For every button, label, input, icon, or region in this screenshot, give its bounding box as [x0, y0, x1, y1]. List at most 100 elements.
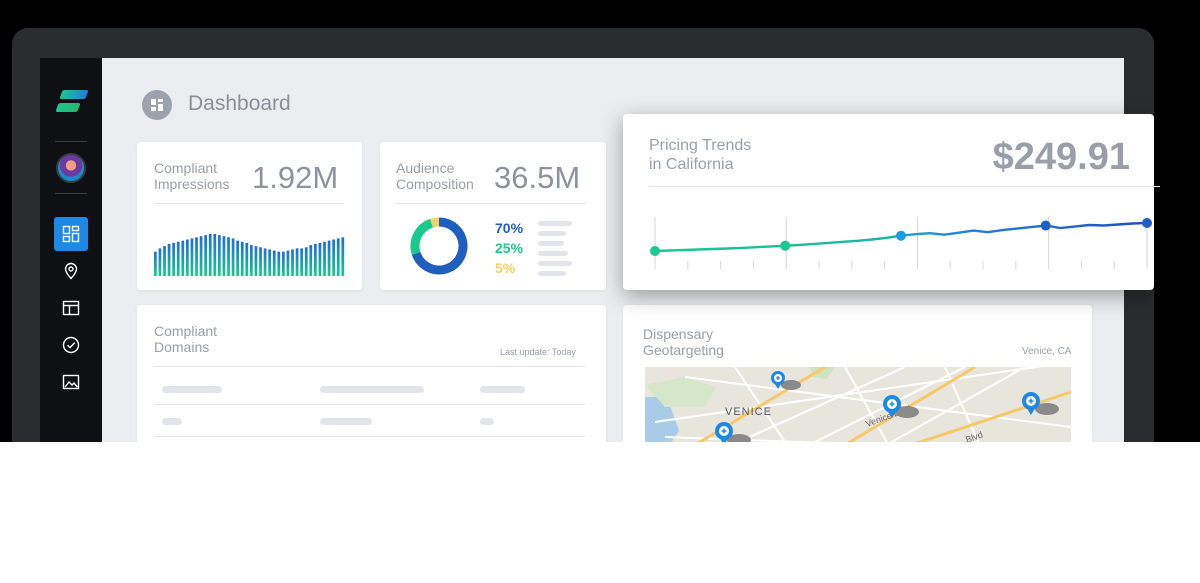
skeleton-cell	[480, 386, 525, 393]
sidebar-item-location[interactable]	[54, 254, 88, 288]
dashboard-icon	[62, 225, 80, 243]
skeleton-cell	[480, 418, 494, 425]
card-divider	[154, 203, 344, 204]
card-label: Audience Composition	[396, 160, 474, 192]
impression-bar	[154, 251, 157, 276]
card-divider	[154, 436, 585, 437]
card-label: Pricing Trends in California	[649, 137, 752, 173]
card-label: Compliant Domains	[154, 323, 218, 355]
legend-placeholder	[538, 241, 564, 246]
impressions-value: 1.92M	[252, 160, 339, 195]
map-pin-icon	[883, 395, 919, 418]
sidebar-item-gallery[interactable]	[54, 365, 88, 399]
card-divider	[154, 366, 585, 367]
impression-bar	[199, 236, 203, 276]
app-logo[interactable]	[55, 88, 89, 116]
impression-bar	[163, 246, 166, 276]
impression-bar	[250, 245, 253, 276]
legend-pct-25: 25%	[495, 240, 524, 256]
impression-bar	[245, 242, 249, 276]
impression-bar	[158, 248, 162, 276]
legend-pct-5: 5%	[495, 260, 516, 276]
impression-bar	[218, 235, 221, 276]
legend-placeholder	[538, 261, 572, 266]
avatar[interactable]	[56, 153, 86, 183]
impressions-card[interactable]: Compliant Impressions 1.92M	[137, 142, 362, 290]
impression-bar	[268, 249, 272, 276]
impression-bar	[222, 236, 226, 276]
impression-bar	[172, 242, 176, 276]
pricing-marker	[1142, 218, 1152, 228]
impression-bar	[186, 239, 189, 276]
impression-bar	[341, 237, 345, 276]
audience-donut-chart	[410, 217, 468, 275]
impression-bar	[295, 248, 299, 276]
legend-placeholder	[538, 231, 566, 236]
impression-bar	[167, 243, 171, 276]
legend-placeholder	[538, 271, 566, 276]
location-pin-icon	[64, 262, 78, 280]
sidebar-item-layout[interactable]	[54, 291, 88, 325]
page-title: Dashboard	[188, 92, 291, 115]
impression-bar	[327, 240, 331, 276]
audience-card[interactable]: Audience Composition 36.5M 70% 25% 5%	[380, 142, 606, 290]
impression-bar	[190, 238, 194, 276]
donut-slice	[411, 217, 468, 275]
impression-bar	[318, 242, 322, 276]
map-place-label: VENICE	[725, 406, 772, 418]
legend-placeholder	[538, 251, 568, 256]
skeleton-cell	[320, 386, 424, 393]
impression-bar	[282, 251, 285, 276]
map-markers	[715, 371, 1059, 442]
impression-bar	[195, 237, 198, 276]
sidebar	[40, 58, 102, 442]
image-icon	[62, 374, 80, 390]
pricing-line-chart	[650, 217, 1152, 269]
impression-bar	[304, 247, 308, 276]
card-divider	[154, 404, 585, 405]
legend-pct-70: 70%	[495, 220, 524, 236]
map-pin-icon	[715, 422, 751, 442]
pricing-marker	[1040, 220, 1051, 231]
map-pin-icon	[1022, 392, 1059, 415]
last-update-note: Last update: Today	[500, 347, 576, 357]
impression-bar	[231, 238, 235, 276]
donut-slice	[430, 217, 440, 228]
impression-bar	[277, 251, 281, 276]
card-divider	[649, 186, 1160, 187]
impression-bar	[263, 248, 267, 276]
impression-bar	[291, 249, 294, 276]
sidebar-divider	[55, 141, 87, 142]
pricing-trends-card[interactable]: Pricing Trends in California $249.91	[623, 114, 1160, 290]
impression-bar	[272, 250, 276, 276]
pricing-marker	[650, 246, 660, 256]
impression-bar	[240, 241, 244, 276]
skeleton-cell	[162, 418, 182, 425]
pricing-value: $249.91	[992, 136, 1130, 178]
impression-bar	[286, 250, 290, 276]
geo-card[interactable]: Dispensary Geotargeting Venice, CA	[623, 305, 1092, 442]
impression-bar	[176, 241, 180, 276]
impression-bar	[236, 240, 240, 276]
impression-bar	[208, 234, 212, 276]
legend-placeholder	[538, 221, 572, 226]
impression-bar	[181, 240, 185, 276]
check-circle-icon	[62, 336, 80, 354]
impression-bar	[227, 237, 230, 276]
donut-slice	[410, 218, 434, 255]
pricing-marker	[780, 240, 791, 251]
card-label: Dispensary Geotargeting	[643, 326, 724, 358]
geotarget-map[interactable]: VENICE Venice Blvd Blvd	[645, 367, 1071, 442]
domains-card[interactable]: Compliant Domains Last update: Today	[137, 305, 606, 442]
audience-value: 36.5M	[494, 160, 581, 195]
sidebar-item-compliance[interactable]	[54, 328, 88, 362]
impression-bar	[259, 247, 262, 276]
impression-bar	[314, 243, 317, 276]
impressions-bar-chart	[154, 234, 345, 276]
card-divider	[396, 203, 586, 204]
sidebar-item-dashboard[interactable]	[54, 217, 88, 251]
skeleton-cell	[162, 386, 222, 393]
card-label: Compliant Impressions	[154, 160, 230, 192]
impression-bar	[300, 248, 304, 276]
impression-bar	[213, 234, 217, 276]
